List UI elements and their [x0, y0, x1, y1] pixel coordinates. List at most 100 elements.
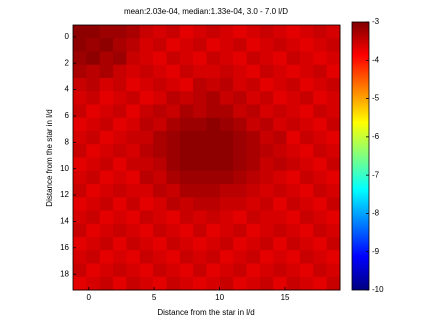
heatmap-cell: [73, 117, 87, 132]
heatmap-cell: [86, 197, 101, 211]
heatmap-cell: [259, 131, 274, 145]
heatmap-cell: [73, 38, 87, 52]
heatmap-cell: [246, 38, 261, 52]
heatmap-cell: [153, 25, 167, 39]
heatmap-cell: [113, 237, 127, 251]
heatmap-cell: [193, 223, 207, 238]
heatmap-cell: [153, 38, 167, 52]
heatmap-cell: [326, 184, 341, 198]
heatmap-cell: [246, 91, 261, 105]
heatmap-cell: [179, 78, 194, 92]
heatmap-cell: [233, 250, 248, 264]
heatmap-cell: [286, 117, 301, 132]
heatmap-cell: [233, 144, 248, 158]
heatmap-cell: [299, 263, 314, 278]
heatmap-cell: [219, 117, 234, 132]
heatmap-cell: [273, 131, 288, 145]
heatmap-cell: [139, 237, 154, 251]
heatmap-cell: [193, 250, 207, 264]
heatmap-cell: [166, 144, 181, 158]
heatmap-cell: [233, 131, 248, 145]
heatmap-cell: [219, 184, 234, 198]
heatmap-cell: [126, 237, 141, 251]
x-tick-label: 15: [281, 293, 290, 302]
heatmap-cell: [193, 91, 207, 105]
heatmap-cell: [99, 51, 114, 66]
heatmap-cell: [113, 91, 127, 105]
heatmap-cell: [286, 223, 301, 238]
heatmap-cell: [86, 223, 101, 238]
heatmap-cell: [233, 157, 248, 172]
heatmap-cell: [99, 91, 114, 105]
heatmap-cell: [206, 223, 221, 238]
heatmap-cell: [126, 64, 141, 79]
heatmap-cell: [326, 25, 341, 39]
heatmap-cell: [273, 78, 288, 92]
heatmap-cell: [179, 170, 194, 185]
heatmap-cell: [179, 263, 194, 278]
heatmap-cell: [179, 237, 194, 251]
heatmap-cell: [153, 197, 167, 211]
heatmap-cell: [206, 104, 221, 119]
heatmap-cell: [99, 170, 114, 185]
heatmap-cell: [193, 25, 207, 39]
heatmap-cell: [313, 250, 328, 264]
heatmap-cell: [326, 38, 341, 52]
heatmap-cell: [126, 117, 141, 132]
heatmap-cell: [73, 197, 87, 211]
heatmap-cell: [113, 184, 127, 198]
heatmap-cell: [246, 25, 261, 39]
heatmap-cell: [86, 91, 101, 105]
heatmap-cell: [166, 237, 181, 251]
heatmap-cell: [179, 157, 194, 172]
heatmap-cell: [139, 144, 154, 158]
heatmap-cell: [299, 223, 314, 238]
heatmap-cell: [326, 223, 341, 238]
heatmap-cell: [219, 250, 234, 264]
heatmap-cell: [273, 170, 288, 185]
heatmap-cell: [246, 64, 261, 79]
heatmap-cell: [219, 237, 234, 251]
heatmap-cell: [313, 51, 328, 66]
heatmap-cell: [73, 210, 87, 225]
y-tick-label: 8: [65, 137, 70, 146]
heatmap-cell: [206, 25, 221, 39]
heatmap-cell: [273, 263, 288, 278]
heatmap-cell: [166, 64, 181, 79]
heatmap-cell: [299, 250, 314, 264]
heatmap-cell: [86, 263, 101, 278]
heatmap-cell: [299, 170, 314, 185]
heatmap-cell: [286, 197, 301, 211]
heatmap-cell: [233, 237, 248, 251]
heatmap-cell: [206, 78, 221, 92]
heatmap-cell: [259, 144, 274, 158]
heatmap-cell: [273, 64, 288, 79]
heatmap-cell: [86, 51, 101, 66]
heatmap-cell: [73, 51, 87, 66]
y-tick-label: 2: [65, 58, 70, 67]
heatmap-cell: [326, 91, 341, 105]
heatmap-cell: [166, 184, 181, 198]
heatmap-cell: [193, 276, 207, 291]
heatmap-cell: [219, 210, 234, 225]
heatmap-cell: [166, 263, 181, 278]
heatmap-cell: [286, 157, 301, 172]
heatmap-cell: [166, 91, 181, 105]
heatmap-cell: [246, 197, 261, 211]
heatmap-cell: [73, 91, 87, 105]
colorbar-tick-label: -9: [372, 247, 380, 256]
heatmap-cell: [166, 170, 181, 185]
heatmap-cell: [233, 78, 248, 92]
heatmap-cell: [219, 131, 234, 145]
heatmap-cell: [219, 157, 234, 172]
heatmap-cell: [259, 64, 274, 79]
heatmap-cell: [326, 104, 341, 119]
heatmap-cell: [286, 263, 301, 278]
heatmap-cell: [86, 25, 101, 39]
heatmap-cell: [153, 250, 167, 264]
heatmap-cell: [259, 210, 274, 225]
colorbar-tick-label: -6: [372, 132, 380, 141]
heatmap-cell: [73, 104, 87, 119]
heatmap-cell: [73, 184, 87, 198]
heatmap-cell: [126, 210, 141, 225]
